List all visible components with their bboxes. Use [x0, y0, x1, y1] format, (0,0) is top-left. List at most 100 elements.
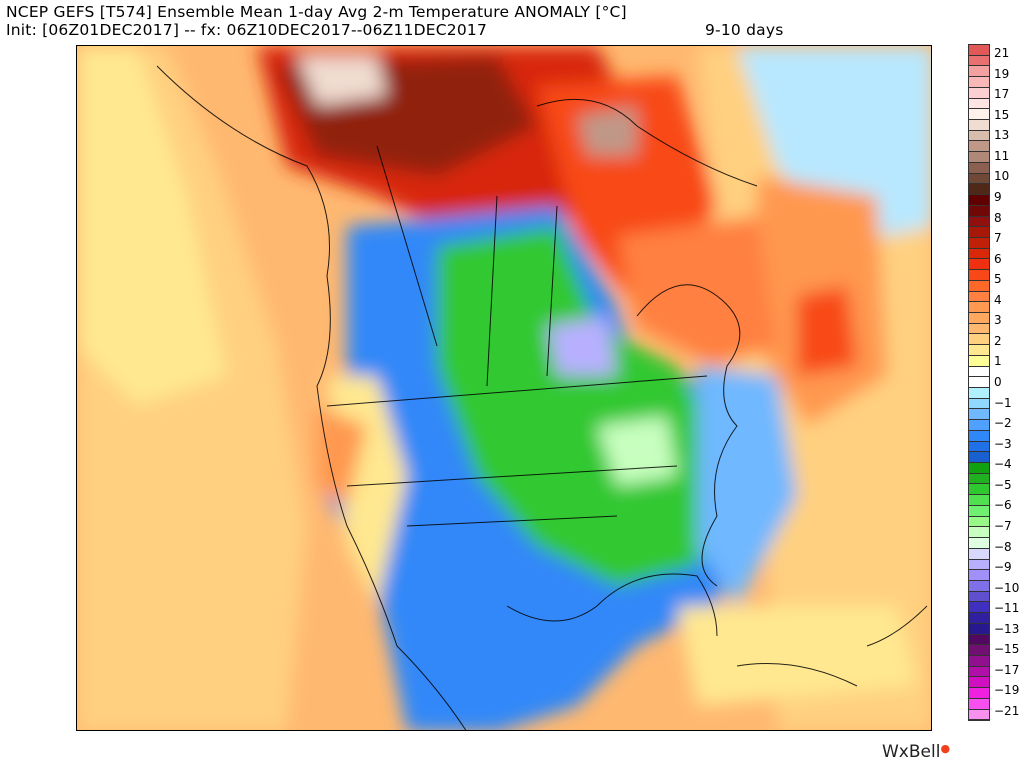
- colorbar-label: −17: [994, 662, 1020, 677]
- colorbar-swatch: [969, 698, 989, 710]
- colorbar-swatch: [969, 409, 989, 421]
- colorbar-swatch: [969, 205, 989, 217]
- colorbar-swatch: [969, 259, 989, 271]
- colorbar-label: 21: [994, 46, 1010, 60]
- colorbar-swatch: [969, 602, 989, 614]
- colorbar-swatch: [969, 548, 989, 560]
- colorbar-swatch: [969, 355, 989, 367]
- colorbar-swatch: [969, 334, 989, 346]
- colorbar-label: −5: [994, 477, 1012, 492]
- colorbar-label: 4: [994, 292, 1002, 307]
- colorbar-swatch: [969, 216, 989, 228]
- colorbar-label: 2: [994, 333, 1002, 348]
- colorbar-swatch: [969, 613, 989, 624]
- colorbar-swatch: [969, 312, 989, 324]
- colorbar-swatch: [969, 516, 989, 528]
- logo-text: WxBell: [882, 742, 941, 762]
- colorbar-swatch: [969, 688, 989, 699]
- colorbar-label: 11: [994, 148, 1010, 163]
- colorbar-label: −2: [994, 416, 1012, 431]
- colorbar-swatch: [969, 291, 989, 303]
- coastlines: [156, 65, 928, 730]
- colorbar-label: 15: [994, 107, 1010, 122]
- colorbar-swatch: [969, 130, 989, 142]
- colorbar-swatch: [969, 441, 989, 453]
- colorbar-swatch: [969, 430, 989, 442]
- colorbar-label: −8: [994, 539, 1012, 554]
- colorbar-swatch: [969, 538, 989, 549]
- colorbar-label: −10: [994, 580, 1020, 595]
- colorbar-swatch: [969, 655, 989, 667]
- colorbar-label: −1: [994, 395, 1012, 410]
- colorbar-swatch: [969, 452, 989, 464]
- temperature-anomaly-map: [76, 45, 932, 731]
- colorbar-swatch: [969, 463, 989, 474]
- colorbar-swatch: [969, 77, 989, 88]
- wxbell-logo: WxBell●: [882, 742, 950, 762]
- colorbar-swatch: [969, 173, 989, 185]
- colorbar-swatch: [969, 709, 989, 721]
- colorbar-label: −6: [994, 498, 1012, 513]
- colorbar-swatch: [969, 559, 989, 571]
- map-title: NCEP GEFS [T574] Ensemble Mean 1-day Avg…: [6, 3, 627, 21]
- colorbar-swatch: [969, 591, 989, 603]
- colorbar-swatch: [969, 270, 989, 281]
- colorbar-swatch: [969, 420, 989, 431]
- colorbar-swatch: [969, 227, 989, 238]
- colorbar-label: 19: [994, 66, 1010, 81]
- colorbar-swatch: [969, 195, 989, 206]
- colorbar-swatch: [969, 473, 989, 485]
- colorbar-swatch: [969, 345, 989, 356]
- colorbar-swatch: [969, 248, 989, 260]
- colorbar-label: −3: [994, 436, 1012, 451]
- anomaly-field: [77, 46, 931, 730]
- colorbar-label: −13: [994, 621, 1020, 636]
- colorbar-swatch: [969, 302, 989, 313]
- colorbar-swatch: [969, 377, 989, 388]
- colorbar-swatch: [969, 484, 989, 496]
- colorbar-swatch: [969, 152, 989, 163]
- colorbar-swatch: [969, 280, 989, 292]
- logo-dot-icon: ●: [940, 742, 951, 755]
- colorbar-label: 9: [994, 189, 1002, 204]
- colorbar-swatch: [969, 109, 989, 121]
- colorbar-swatch: [969, 323, 989, 335]
- colorbar-label: −11: [994, 601, 1020, 616]
- colorbar-swatch: [969, 55, 989, 67]
- colorbar-label: 7: [994, 231, 1002, 246]
- colorbar-swatch: [969, 87, 989, 99]
- colorbar-label: 6: [994, 251, 1002, 266]
- colorbar-label: 5: [994, 272, 1002, 287]
- colorbar-swatch: [969, 623, 989, 635]
- colorbar-swatch: [969, 120, 989, 131]
- colorbar-label: −9: [994, 560, 1012, 575]
- colorbar-swatch: [969, 162, 989, 174]
- colorbar-swatch: [969, 580, 989, 592]
- colorbar-swatch: [969, 666, 989, 678]
- colorbar-swatch: [969, 184, 989, 196]
- colorbar-swatch: [969, 634, 989, 646]
- colorbar-label: −19: [994, 683, 1020, 698]
- colorbar-swatch: [969, 66, 989, 78]
- colorbar-label: −4: [994, 457, 1012, 472]
- colorbar-label: 8: [994, 210, 1002, 225]
- colorbar-swatch: [969, 237, 989, 249]
- colorbar-swatch: [969, 141, 989, 153]
- forecast-range: 9-10 days: [705, 21, 784, 39]
- colorbar-swatch: [969, 570, 989, 581]
- colorbar-label: 0: [994, 375, 1002, 389]
- colorbar: [968, 44, 990, 722]
- colorbar-swatch: [969, 677, 989, 689]
- colorbar-swatch: [969, 398, 989, 410]
- init-forecast-time: Init: [06Z01DEC2017] -- fx: 06Z10DEC2017…: [6, 21, 488, 39]
- colorbar-swatch: [969, 366, 989, 378]
- colorbar-label: −7: [994, 518, 1012, 533]
- colorbar-swatch: [969, 98, 989, 110]
- colorbar-label: 13: [994, 128, 1010, 143]
- colorbar-label: 3: [994, 313, 1002, 328]
- colorbar-swatch: [969, 388, 989, 399]
- colorbar-label: 17: [994, 87, 1010, 102]
- colorbar-label: 1: [994, 354, 1002, 369]
- colorbar-label: 10: [994, 169, 1010, 184]
- colorbar-label: −15: [994, 642, 1020, 657]
